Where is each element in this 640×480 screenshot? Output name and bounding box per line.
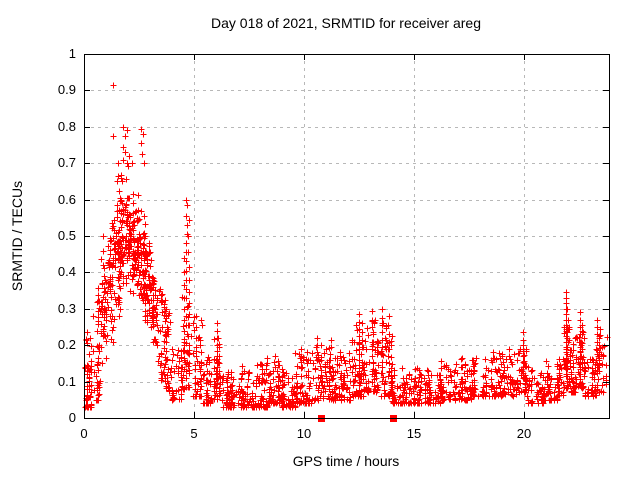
x-tick-labels: 0 5 10 15 20	[80, 426, 531, 441]
svg-text:0.6: 0.6	[58, 192, 76, 207]
svg-text:0.4: 0.4	[58, 264, 76, 279]
svg-text:0.1: 0.1	[58, 374, 76, 389]
svg-text:0.5: 0.5	[58, 228, 76, 243]
svg-text:1: 1	[69, 46, 76, 61]
svg-text:0.9: 0.9	[58, 82, 76, 97]
svg-text:0.7: 0.7	[58, 155, 76, 170]
svg-text:10: 10	[297, 426, 311, 441]
chart-title: Day 018 of 2021, SRMTID for receiver are…	[210, 15, 482, 31]
svg-text:0.8: 0.8	[58, 119, 76, 134]
svg-text:0.3: 0.3	[58, 301, 76, 316]
y-tick-labels: 0 0.1 0.2 0.3 0.4 0.5 0.6 0.7 0.8 0.9 1	[58, 46, 76, 425]
svg-text:15: 15	[407, 426, 421, 441]
scatter-plus-markers	[82, 82, 611, 411]
svg-text:20: 20	[517, 426, 531, 441]
svg-text:0: 0	[80, 426, 87, 441]
svg-text:0.2: 0.2	[58, 337, 76, 352]
svg-text:0: 0	[69, 410, 76, 425]
x-axis-label: GPS time / hours	[292, 453, 400, 469]
svg-text:5: 5	[190, 426, 197, 441]
plot-frame	[84, 54, 610, 419]
